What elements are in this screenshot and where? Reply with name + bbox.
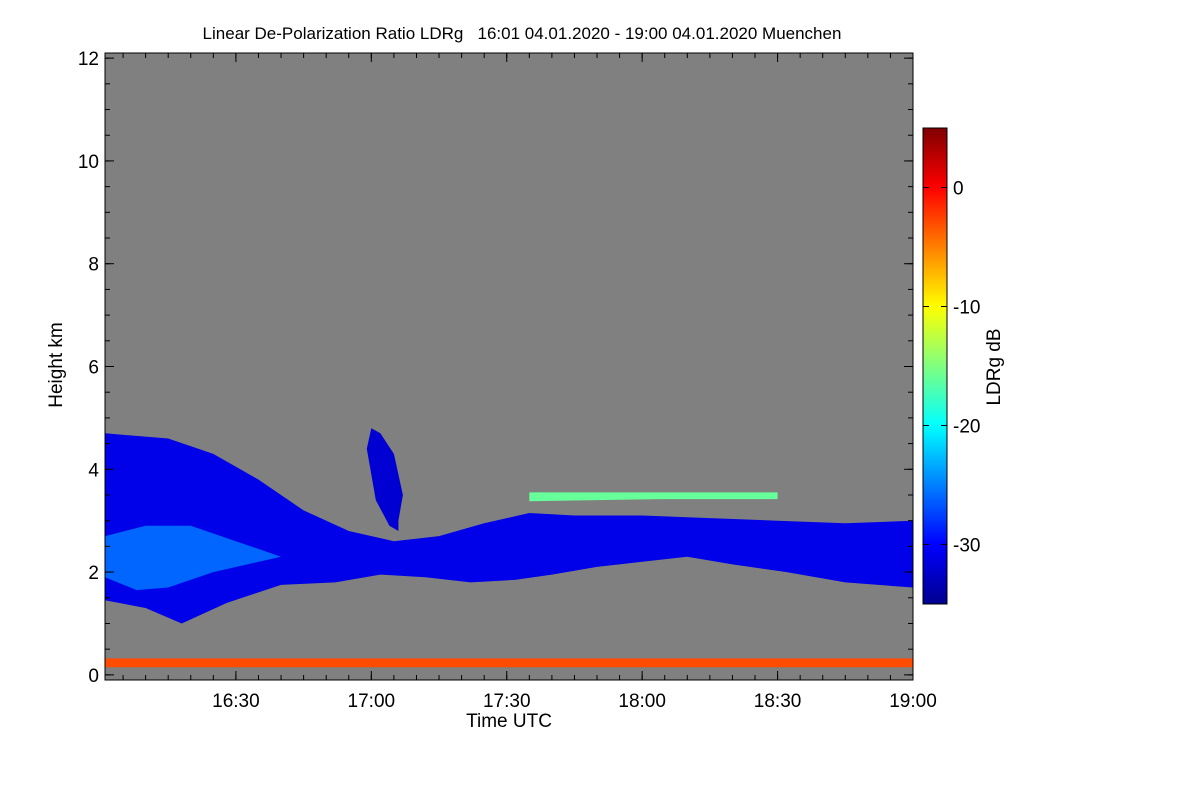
x-tick-label: 17:30	[483, 691, 531, 712]
colorbar-tick-label: -30	[953, 536, 980, 557]
x-axis: 16:30 17:00 17:30 18:00 18:30 19:00	[122, 53, 937, 712]
layer-cloud-core	[105, 525, 281, 591]
colorbar-tick-label: 0	[953, 179, 964, 200]
layer-cloud-layer	[105, 433, 913, 624]
y-tick-label: 0	[88, 666, 99, 687]
x-axis-label: Time UTC	[466, 711, 552, 732]
x-tick-label: 18:30	[754, 691, 802, 712]
layer-aerosol-layer	[529, 492, 778, 502]
x-tick-label: 19:00	[889, 691, 937, 712]
colorbar-tick-label: -10	[953, 298, 980, 319]
x-tick-label: 17:00	[348, 691, 396, 712]
y-axis-label: Height km	[46, 322, 67, 408]
layer-fall-streaks	[366, 428, 403, 531]
layer-ground-return	[105, 658, 913, 668]
y-tick-label: 6	[88, 358, 99, 379]
colorbar-tick-label: -20	[953, 417, 980, 438]
x-tick-label: 18:00	[618, 691, 666, 712]
colorbar	[922, 127, 948, 605]
y-tick-label: 2	[88, 563, 99, 584]
y-tick-label: 12	[78, 49, 99, 70]
y-tick-label: 4	[88, 460, 99, 481]
y-tick-label: 8	[88, 255, 99, 276]
chart-title: Linear De-Polarization Ratio LDRg 16:01 …	[203, 24, 842, 43]
x-tick-label: 16:30	[212, 691, 260, 712]
colorbar-label: LDRg dB	[984, 328, 1005, 405]
data-layers	[105, 428, 913, 668]
colorbar-ticks: 0 -10 -20 -30	[923, 179, 980, 557]
y-axis: 0 2 4 6 8 10 12	[78, 49, 913, 687]
y-tick-label: 10	[78, 152, 99, 173]
